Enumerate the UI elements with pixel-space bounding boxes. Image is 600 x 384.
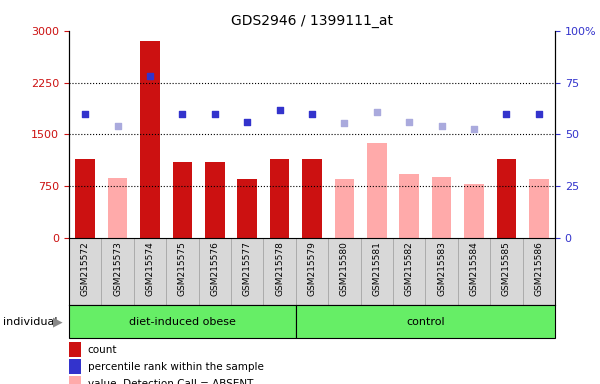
Point (145, 73, 155, 79)
Text: GSM215573: GSM215573 (113, 242, 122, 296)
Text: GSM215581: GSM215581 (372, 242, 382, 296)
Title: GDS2946 / 1399111_at: GDS2946 / 1399111_at (231, 14, 393, 28)
Bar (205, 162, 224, 238)
Bar (497, 159, 516, 238)
Text: ▶: ▶ (53, 315, 63, 328)
Point (340, 120, 349, 126)
Text: control: control (406, 316, 445, 327)
Bar (270, 159, 289, 238)
Text: GSM215577: GSM215577 (242, 242, 252, 296)
Point (307, 111, 317, 117)
Bar (432, 177, 451, 238)
Bar (69, 376, 81, 384)
Bar (140, 41, 160, 238)
Text: GSM215576: GSM215576 (211, 242, 220, 296)
Bar (400, 174, 419, 238)
Point (210, 111, 220, 117)
Bar (367, 143, 386, 238)
Text: diet-induced obese: diet-induced obese (129, 316, 236, 327)
Bar (529, 179, 548, 238)
Point (469, 126, 479, 132)
Bar (69, 305, 296, 338)
Bar (238, 179, 257, 238)
Point (437, 123, 446, 129)
Text: value, Detection Call = ABSENT: value, Detection Call = ABSENT (88, 379, 253, 384)
Point (372, 109, 382, 115)
Bar (76, 159, 95, 238)
Text: GSM215574: GSM215574 (146, 242, 155, 296)
Text: GSM215586: GSM215586 (534, 242, 544, 296)
Bar (464, 184, 484, 238)
Text: GSM215582: GSM215582 (404, 242, 414, 296)
Text: GSM215584: GSM215584 (469, 242, 479, 296)
Bar (69, 343, 81, 357)
Text: GSM215575: GSM215575 (178, 242, 187, 296)
Bar (296, 305, 555, 338)
Point (80, 111, 90, 117)
Text: GSM215579: GSM215579 (308, 242, 317, 296)
Text: GSM215585: GSM215585 (502, 242, 511, 296)
Bar (302, 159, 322, 238)
Text: GSM215580: GSM215580 (340, 242, 349, 296)
Point (275, 107, 284, 113)
Bar (108, 178, 127, 238)
Bar (335, 179, 354, 238)
Point (502, 111, 511, 117)
Point (534, 111, 544, 117)
Text: count: count (88, 344, 117, 354)
Point (178, 111, 187, 117)
Point (242, 119, 252, 125)
Text: GSM215572: GSM215572 (80, 242, 90, 296)
Point (113, 123, 122, 129)
Text: individual: individual (3, 316, 58, 327)
Text: GSM215578: GSM215578 (275, 242, 284, 296)
Text: percentile rank within the sample: percentile rank within the sample (88, 362, 263, 372)
Text: GSM215583: GSM215583 (437, 242, 446, 296)
Point (404, 119, 414, 125)
Bar (69, 359, 81, 374)
Bar (173, 162, 192, 238)
